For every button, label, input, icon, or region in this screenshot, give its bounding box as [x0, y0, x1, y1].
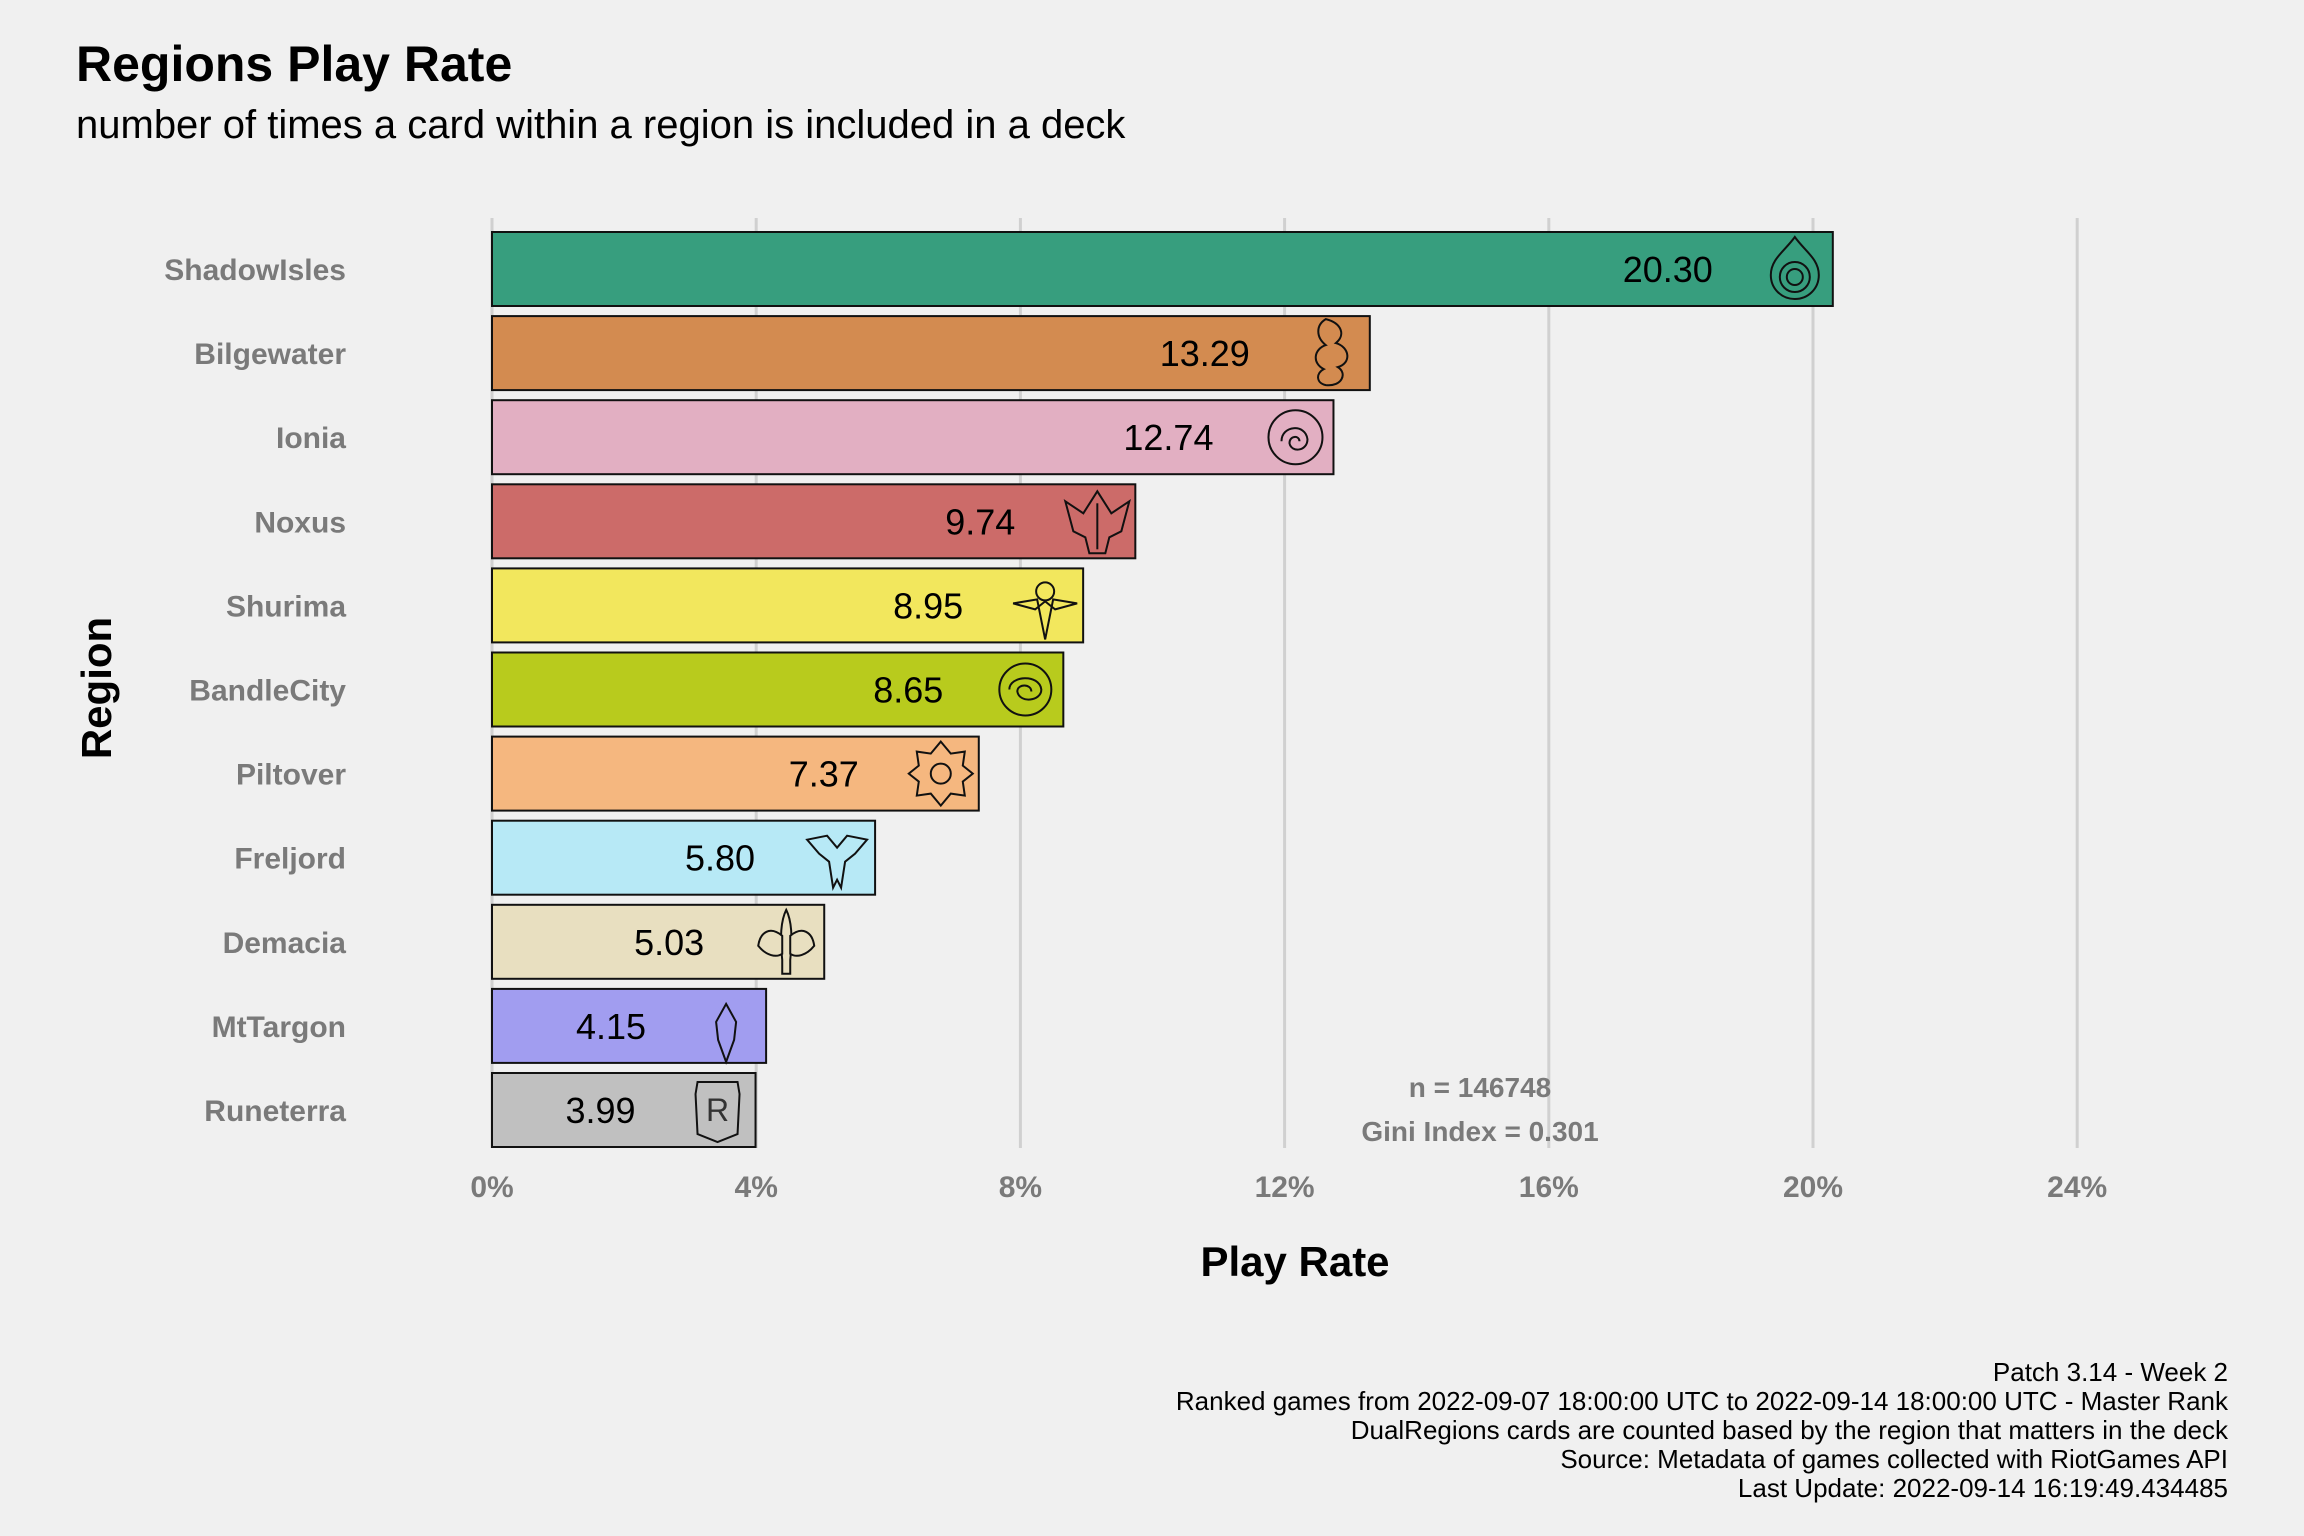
category-label: BandleCity	[189, 675, 346, 708]
category-label: Runeterra	[204, 1095, 346, 1128]
annotation-n: n = 146748	[1409, 1072, 1551, 1103]
bar-value-label: 12.74	[1123, 417, 1213, 458]
bar-value-label: 3.99	[565, 1090, 635, 1131]
bar-value-label: 20.30	[1623, 249, 1713, 290]
shurima-icon	[1012, 581, 1078, 640]
bar-value-label: 5.80	[685, 838, 755, 879]
caption-line: Source: Metadata of games collected with…	[1560, 1444, 2228, 1474]
chart-title: Regions Play Rate	[76, 36, 512, 92]
caption-line: Patch 3.14 - Week 2	[1993, 1357, 2228, 1387]
caption-line: Last Update: 2022-09-14 16:19:49.434485	[1738, 1473, 2228, 1503]
piltover-icon	[907, 740, 975, 808]
bar-value-label: 4.15	[576, 1006, 646, 1047]
x-tick-label: 24%	[2047, 1171, 2107, 1204]
bar	[491, 735, 980, 812]
bar	[491, 651, 1065, 728]
x-tick-labels: 0% 4% 8% 12% 16% 20% 24%	[470, 1171, 2107, 1204]
freljord-icon	[805, 834, 869, 891]
category-label: ShadowIsles	[164, 254, 346, 287]
bar	[491, 399, 1335, 476]
bar-value-label: 8.65	[873, 670, 943, 711]
bar	[491, 567, 1085, 644]
category-labels: ShadowIsles Bilgewater Ionia Noxus Shurima Ba…	[164, 254, 346, 1128]
annotation-gini: Gini Index = 0.301	[1361, 1116, 1598, 1147]
bar	[491, 483, 1137, 560]
x-axis-title: Play Rate	[1200, 1238, 1389, 1285]
category-label: Bilgewater	[194, 338, 346, 371]
category-label: Ionia	[276, 422, 346, 455]
category-label: Noxus	[254, 506, 346, 539]
value-labels: 20.30 13.29 12.74 9.74 8.95 8.65 7.37 5.80 5.03 4…	[565, 249, 1712, 1131]
caption-line: DualRegions cards are counted based by t…	[1351, 1415, 2229, 1445]
bar-value-label: 13.29	[1160, 333, 1250, 374]
x-tick-label: 4%	[735, 1171, 778, 1204]
ionia-icon	[1267, 409, 1324, 466]
runeterra-glyph: R	[706, 1092, 729, 1128]
bar-value-label: 8.95	[893, 585, 963, 626]
bar-value-label: 5.03	[634, 922, 704, 963]
shadowisles-icon	[1769, 235, 1820, 301]
category-label: MtTargon	[212, 1011, 346, 1044]
bar	[491, 819, 877, 896]
category-label: Freljord	[234, 843, 346, 876]
category-label: Demacia	[223, 927, 347, 960]
x-tick-label: 20%	[1783, 1171, 1843, 1204]
bar-value-label: 7.37	[789, 754, 859, 795]
bars	[491, 231, 1834, 1148]
bar-icons: R	[694, 235, 1820, 1144]
x-tick-label: 12%	[1255, 1171, 1315, 1204]
bilgewater-icon	[1314, 318, 1349, 387]
noxus-icon	[1063, 489, 1131, 555]
caption-line: Ranked games from 2022-09-07 18:00:00 UT…	[1176, 1386, 2229, 1416]
mttargon-icon	[701, 998, 755, 1065]
category-label: Shurima	[226, 590, 346, 623]
chart-subtitle: number of times a card within a region i…	[76, 103, 1126, 147]
bar	[491, 231, 1834, 307]
x-tick-label: 0%	[470, 1171, 513, 1204]
x-tick-label: 16%	[1519, 1171, 1579, 1204]
demacia-icon	[757, 907, 816, 975]
runeterra-icon: R	[694, 1081, 741, 1144]
category-label: Piltover	[236, 759, 346, 792]
bar-value-label: 9.74	[945, 501, 1015, 542]
bandlecity-icon	[998, 662, 1053, 717]
bar	[491, 903, 826, 980]
y-axis-title: Region	[73, 617, 120, 759]
x-tick-label: 8%	[999, 1171, 1042, 1204]
caption: Patch 3.14 - Week 2 Ranked games from 20…	[1176, 1357, 2229, 1503]
bar	[491, 315, 1371, 392]
